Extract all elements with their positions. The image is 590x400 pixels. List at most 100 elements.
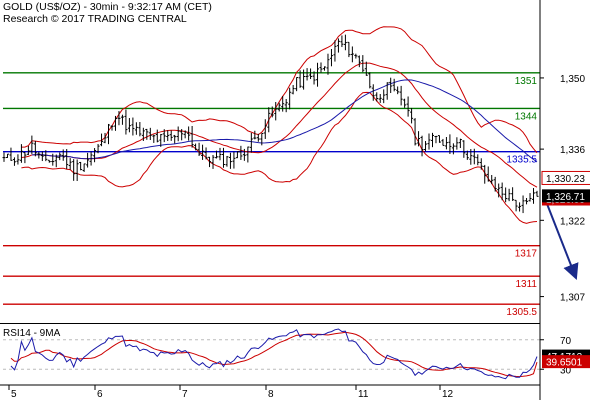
candle [148, 127, 152, 141]
candle [228, 152, 232, 169]
candle [54, 154, 58, 168]
candle [173, 134, 177, 144]
candle [218, 147, 222, 161]
candle [385, 82, 389, 100]
candle [354, 53, 358, 59]
candle [263, 119, 267, 139]
candle [127, 118, 131, 133]
candle [312, 71, 316, 85]
candle [33, 140, 37, 157]
level-label-1305.5: 1305.5 [506, 307, 537, 318]
candle [288, 87, 292, 110]
candle [40, 151, 44, 162]
rsi-tick-label: 30 [560, 365, 572, 376]
candle [399, 85, 403, 106]
candle [535, 190, 539, 197]
candle [462, 140, 466, 158]
candle [201, 144, 205, 160]
candle [490, 175, 494, 185]
candle [319, 62, 323, 73]
candle [187, 126, 191, 141]
candle [211, 154, 215, 169]
candle [347, 41, 351, 58]
copyright-notice: Research © 2017 TRADING CENTRAL [3, 13, 187, 25]
candle [183, 130, 187, 139]
candle [169, 130, 173, 141]
candle [190, 126, 194, 148]
candle [476, 154, 480, 166]
price-tick-label: 1,322 [560, 216, 585, 227]
candle [305, 68, 309, 81]
candle [232, 151, 236, 169]
candle [117, 111, 121, 126]
candle [138, 121, 142, 137]
candle [329, 49, 333, 67]
candle [267, 107, 271, 133]
candle [5, 153, 9, 159]
candle [511, 187, 515, 201]
candle [424, 141, 428, 152]
candle [82, 163, 86, 172]
candle [204, 147, 208, 160]
candle [100, 133, 104, 147]
candle [246, 146, 250, 163]
candle [75, 159, 79, 182]
candle [504, 187, 508, 203]
candle [68, 158, 72, 170]
candle [465, 150, 469, 160]
candle [455, 137, 459, 150]
candle [417, 131, 421, 147]
candle [197, 142, 201, 156]
candle [364, 61, 368, 76]
candle [16, 154, 20, 165]
candle [239, 145, 243, 160]
rsi-ma-line [10, 331, 538, 378]
candle [274, 101, 278, 121]
moving-average-blue [31, 79, 538, 163]
candle [166, 130, 170, 141]
candle [61, 149, 65, 161]
candle [47, 159, 51, 163]
candle [277, 102, 281, 112]
candle [2, 152, 6, 162]
candle [497, 183, 501, 198]
candle [514, 199, 518, 212]
candle [406, 96, 410, 117]
bb-upper-tag-border [541, 170, 590, 185]
candle [486, 166, 490, 182]
labels: 1351 1344 1335.5 1317 1311 1305.5 1,350 1,336 1,… [3, 74, 590, 400]
level-label-1344: 1344 [515, 111, 538, 122]
candle [235, 151, 239, 159]
candle [371, 84, 375, 101]
candle [107, 123, 111, 145]
rsi-ma-value-tag: 39.6501 [542, 355, 590, 369]
candle [322, 66, 326, 71]
last-price-tag-text: 1,326.71 [546, 192, 585, 203]
candle [145, 128, 149, 140]
candle [378, 94, 382, 103]
candle [26, 145, 30, 156]
candle [441, 138, 445, 146]
level-label-1351: 1351 [515, 76, 538, 87]
candle [326, 53, 330, 75]
bb-upper-tag-text: 1,330.23 [546, 174, 585, 185]
candle [528, 193, 532, 202]
candle [270, 106, 274, 118]
candle [479, 158, 483, 170]
time-tick-label: 6 [97, 389, 103, 400]
candle [350, 46, 354, 63]
candle [253, 130, 257, 140]
rsi-ma-value-tag-bg [542, 355, 590, 369]
price-tick-label: 1,350 [560, 74, 585, 85]
candle [176, 126, 180, 142]
candle [284, 98, 288, 113]
candle [120, 114, 124, 125]
candle [249, 132, 253, 153]
candle [430, 132, 434, 148]
candle [260, 133, 264, 146]
candle [340, 35, 344, 48]
candle [403, 98, 407, 108]
candle [427, 133, 431, 150]
candle [124, 109, 128, 135]
candle [518, 202, 522, 212]
